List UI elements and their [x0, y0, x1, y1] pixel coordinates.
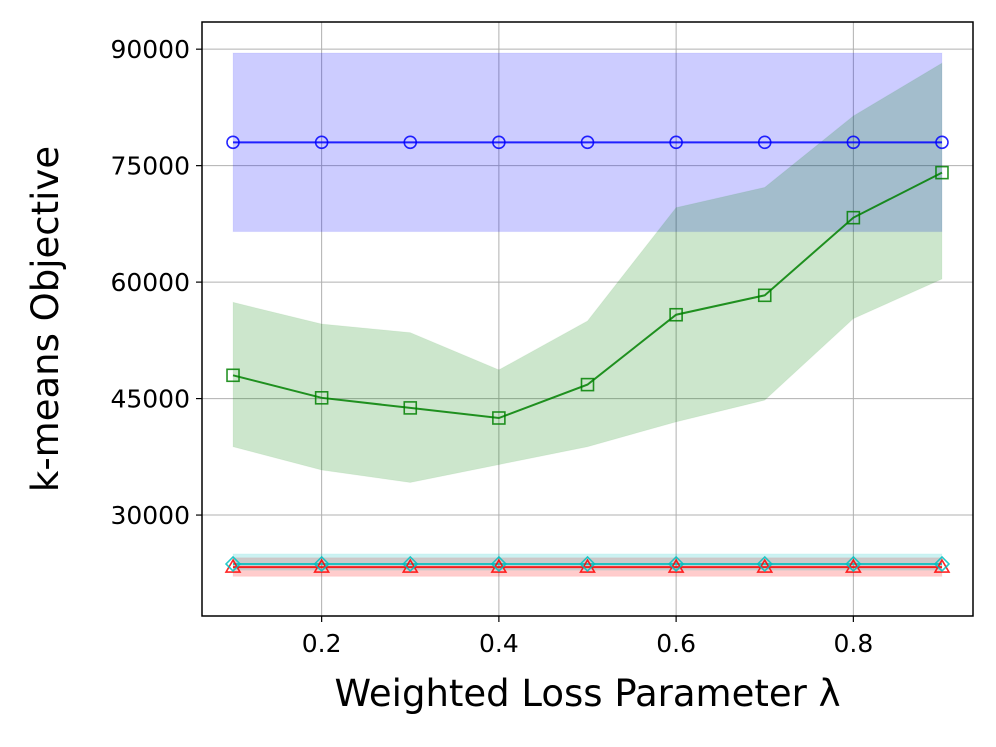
series-0-point — [403, 135, 418, 150]
x-tick-label: 0.6 — [656, 629, 696, 658]
series-band-1 — [232, 62, 943, 483]
series-1-point — [580, 377, 595, 392]
series-3-point — [933, 555, 951, 573]
series-line-1 — [232, 171, 943, 420]
series-0-point — [846, 135, 861, 150]
series-3-point — [402, 555, 419, 573]
series-1-point — [403, 401, 418, 415]
series-3-point — [490, 555, 508, 573]
y-tick-label: 45000 — [110, 385, 190, 414]
series-lines — [232, 141, 943, 569]
series-3-point — [845, 555, 862, 573]
series-1-point — [846, 210, 861, 225]
x-tick-label: 0.4 — [479, 629, 519, 658]
series-1-point — [757, 288, 772, 303]
series-3-point — [756, 555, 773, 573]
plot-frame — [201, 21, 974, 617]
x-tick-label: 0.2 — [302, 629, 342, 658]
series-3-point — [313, 555, 330, 573]
series-markers — [224, 135, 951, 573]
y-axis-label: k-means Objective — [24, 146, 67, 492]
series-0-point — [226, 135, 240, 150]
series-3-point — [667, 555, 685, 573]
series-1-point — [226, 368, 240, 383]
series-0-point — [669, 135, 683, 150]
series-0-point — [935, 135, 949, 150]
series-0-point — [580, 135, 595, 150]
series-3-point — [579, 555, 596, 573]
y-tick-label: 60000 — [110, 268, 190, 297]
series-1-point — [935, 165, 949, 180]
y-tick-label: 90000 — [110, 35, 190, 64]
series-3-point — [224, 555, 242, 573]
series-1-point — [492, 411, 506, 425]
series-0-point — [757, 135, 772, 150]
y-tick-label: 30000 — [110, 501, 190, 530]
x-tick-label: 0.8 — [833, 629, 873, 658]
y-tick-label: 75000 — [110, 152, 190, 181]
axis-ticks: 0.2 0.4 0.6 0.8 30000 45000 60000 75000 90000 — [110, 35, 873, 658]
series-1-point — [669, 307, 683, 322]
series-1-point — [314, 391, 329, 405]
x-axis-label: Weighted Loss Parameter λ — [335, 672, 841, 715]
grid-lines — [202, 22, 973, 616]
series-0-point — [314, 135, 329, 150]
series-0-point — [492, 135, 506, 150]
